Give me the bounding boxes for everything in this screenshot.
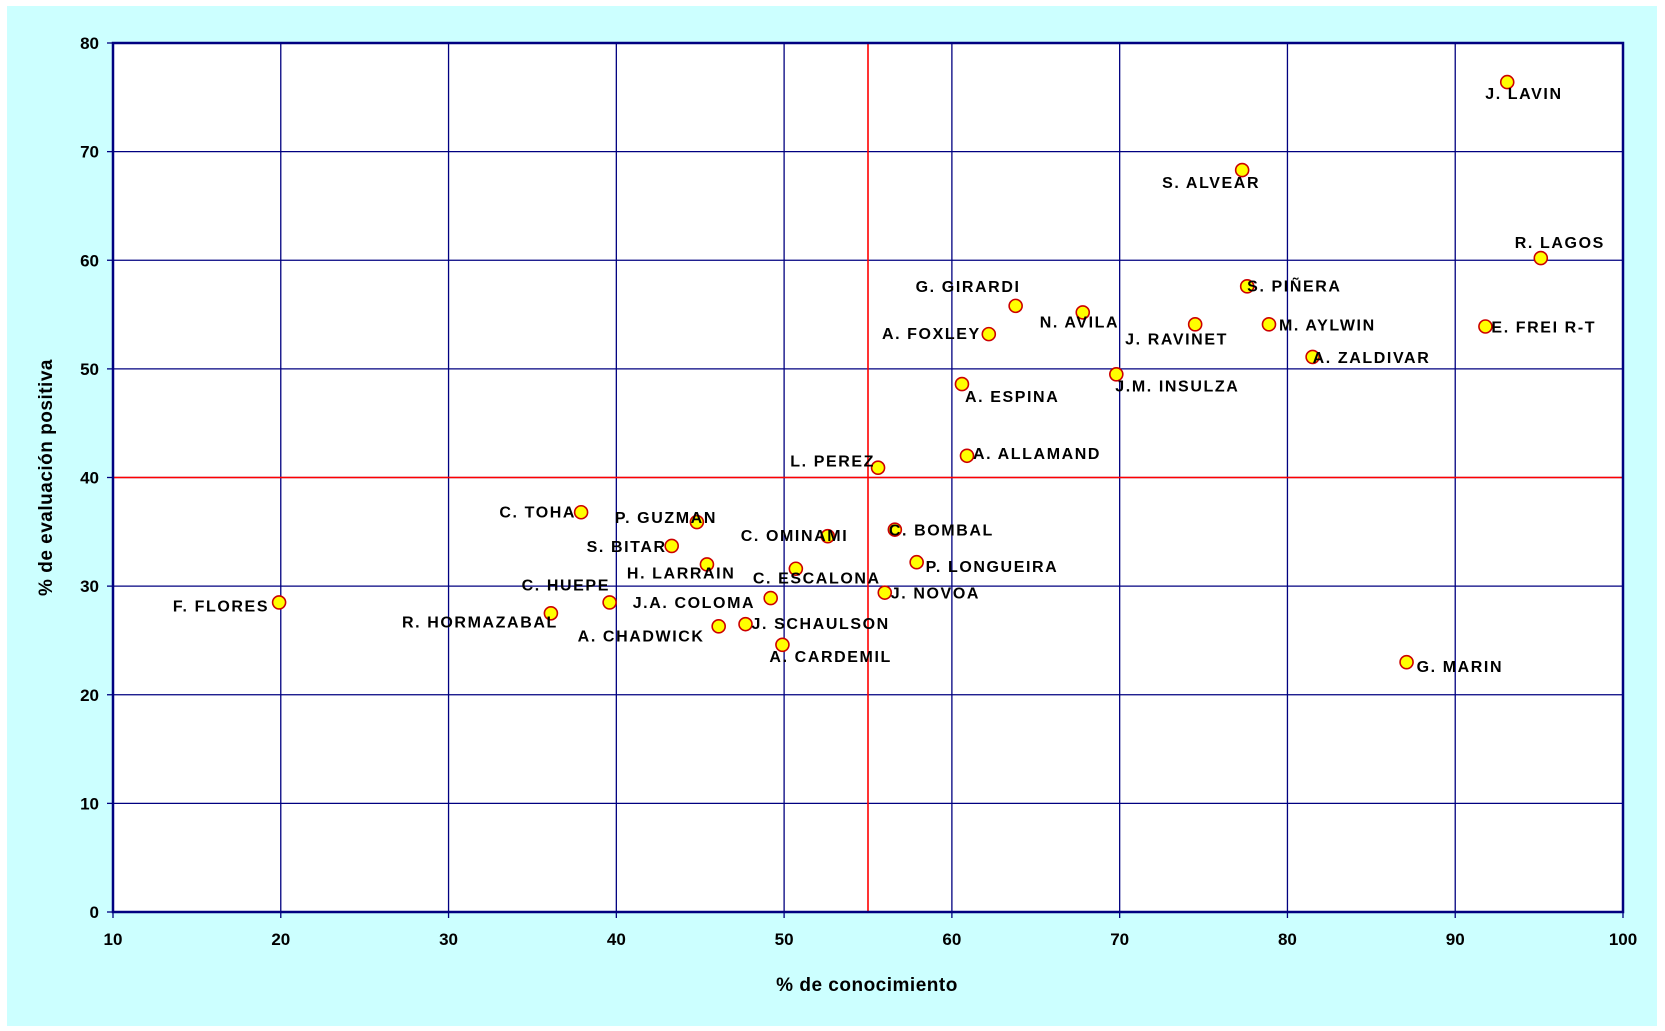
point-label: J. LAVIN [1485,86,1562,103]
data-point [1187,317,1203,332]
y-tick-label: 50 [80,360,99,379]
point-label: G. GIRARDI [916,279,1021,296]
data-point [775,637,790,653]
data-point [738,616,753,632]
data-point [711,619,726,634]
point-label: N. AVILA [1040,314,1119,331]
y-tick-label: 60 [80,251,99,270]
data-point [1239,279,1255,294]
x-tick-label: 80 [1278,930,1297,949]
data-point [870,460,886,476]
tick-labels: 10 20 30 40 50 60 70 80 90 100 0 10 20 30 40 50 60 70 80 [80,34,1637,949]
point-label: C. BOMBAL [889,523,994,540]
point-label: A. ALLAMAND [973,446,1101,463]
y-tick-label: 80 [80,34,99,53]
x-tick-label: 20 [271,930,290,949]
data-point [1234,162,1250,178]
point-label: C. TOHA [499,504,576,521]
x-tick-label: 10 [104,930,123,949]
point-label: J. NOVOA [891,586,980,603]
y-tick-label: 0 [90,903,99,922]
point-label: C. ESCALONA [753,571,881,588]
y-axis-title: % de evaluación positiva [36,359,57,596]
y-tick-label: 40 [80,469,99,488]
x-tick-label: 30 [439,930,458,949]
y-tick-label: 20 [80,686,99,705]
point-label: R. HORMAZABAL [402,614,558,631]
point-label: J.M. INSULZA [1115,378,1239,395]
data-point [954,376,970,392]
x-tick-label: 60 [942,930,961,949]
point-label: H. LARRAIN [627,565,735,582]
data-point [602,595,617,610]
point-label: S. ALVEAR [1162,175,1260,192]
data-point [909,554,924,570]
data-point [1305,349,1320,365]
data-point [1008,298,1023,314]
point-label: A. FOXLEY [882,326,981,343]
data-point [1399,654,1414,670]
point-label: J. SCHAULSON [752,616,890,633]
x-tick-label: 40 [607,930,626,949]
data-point [763,590,778,606]
x-axis-title: % de conocimiento [776,975,958,996]
point-label: S. PIÑERA [1247,275,1341,295]
point-label: P. LONGUEIRA [926,559,1059,576]
data-point [543,605,559,621]
data-point [573,504,589,520]
data-point [877,585,893,600]
y-tick-label: 70 [80,143,99,162]
data-point [664,538,680,554]
point-label: J.A. COLOMA [633,595,756,612]
point-label: J. RAVINET [1125,331,1228,348]
point-label: F. FLORES [173,598,269,615]
data-point [820,528,836,544]
x-tick-label: 90 [1446,930,1465,949]
data-point [271,595,287,610]
point-label: A. CARDEMIL [769,649,891,666]
point-label: A. ZALDIVAR [1313,350,1431,367]
point-label: E. FREI R-T [1491,320,1596,337]
point-label: R. LAGOS [1515,235,1605,252]
reference-lines [113,43,1623,912]
data-point [887,522,903,537]
point-label: S. BITAR [587,539,667,556]
x-tick-label: 100 [1609,930,1637,949]
data-point [699,557,715,572]
y-tick-label: 30 [80,577,99,596]
data-point [981,326,997,342]
point-label: A. ESPINA [965,389,1059,406]
data-point [689,514,705,530]
point-labels: J. LAVIN S. ALVEAR R. LAGOS S. PIÑERA G. GIR… [173,86,1605,676]
point-label: C. HUEPE [522,577,610,594]
data-point [1261,317,1277,332]
data-point [1499,74,1515,90]
point-label: M. AYLWIN [1279,317,1376,334]
data-point [1109,367,1124,382]
point-label: A. CHADWICK [578,628,705,645]
data-point [788,561,804,577]
point-label: C. OMINAMI [741,528,849,545]
data-point [959,448,975,464]
x-tick-label: 70 [1110,930,1129,949]
data-points [271,74,1549,670]
y-tick-label: 10 [80,794,99,813]
data-point [1533,250,1549,266]
point-label: L. PEREZ [790,454,875,471]
point-label: P. GUZMAN [615,510,717,527]
x-tick-label: 50 [775,930,794,949]
plot-border [111,41,1625,914]
point-label: G. MARIN [1417,659,1504,676]
data-point [1075,305,1091,320]
data-point [1478,319,1493,334]
